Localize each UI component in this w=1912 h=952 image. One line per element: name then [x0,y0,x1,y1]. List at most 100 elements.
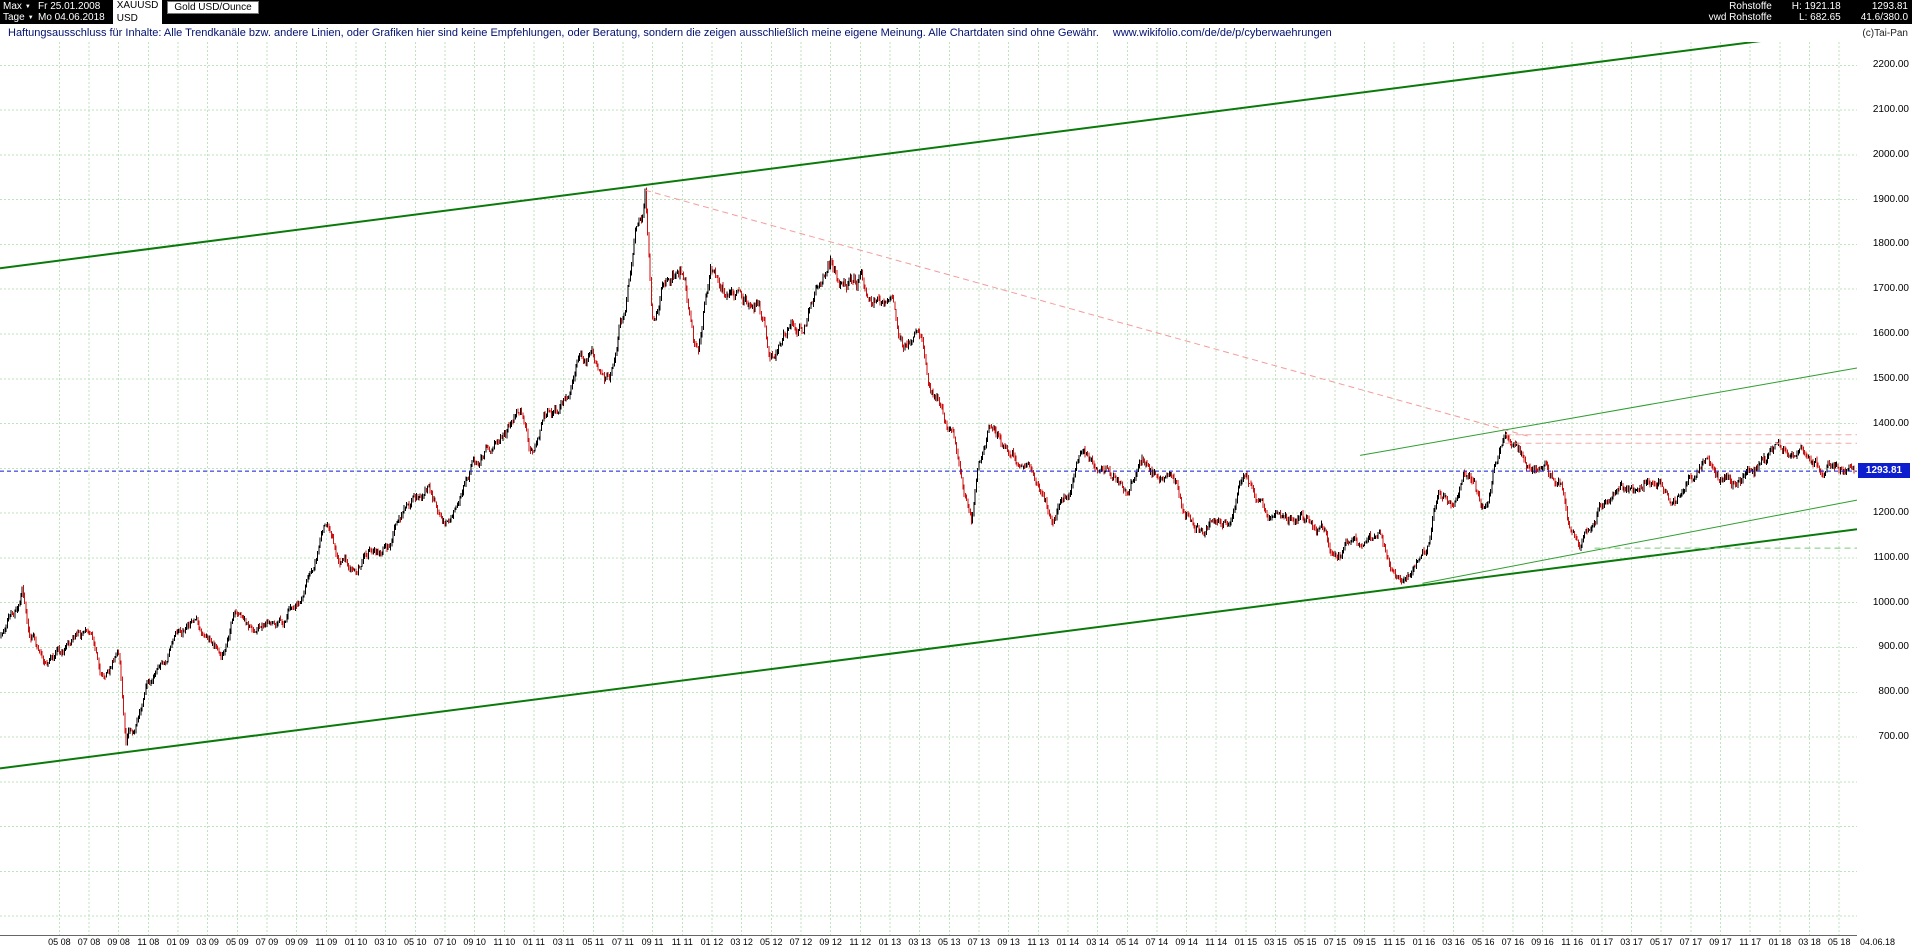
date-axis-label: 03 09 [196,937,219,947]
range-selector-label: Max [3,1,22,12]
minor-uptrend-lower-line[interactable] [1422,499,1857,584]
date-axis-label: 09 09 [285,937,308,947]
price-axis-label: 700.00 [1878,731,1909,743]
date-axis-label: 05 14 [1115,937,1139,947]
date-axis-label: 09 13 [997,937,1020,947]
channel-lower-line[interactable] [0,528,1857,770]
date-axis-label: 01 16 [1412,937,1436,947]
price-axis-label: 1100.00 [1873,551,1909,563]
date-axis-label: 09 15 [1353,937,1376,947]
date-axis-label: 11 11 [671,937,693,947]
date-axis-label: 01 14 [1056,937,1080,947]
date-axis-label: 05 12 [760,937,783,947]
chevron-down-icon: ▼ [27,14,34,21]
date-axis-label: 11 14 [1205,937,1228,947]
date-axis-label: 11 16 [1561,937,1584,947]
date-axis-label: 05 10 [404,937,427,947]
date-axis-label: 01 13 [878,937,902,947]
last-price-badge: 1293.81 [1858,463,1910,479]
top-bar: Max ▼ Fr 25.01.2008 Tage ▼ Mo 04.06.2018… [0,0,1912,24]
date-axis-label: 11 08 [137,937,160,947]
date-axis-label: 05 18 [1827,937,1851,947]
range-selector[interactable]: Max ▼ [3,1,33,12]
price-axis-label: 2100.00 [1872,104,1909,116]
date-axis-label: 07 15 [1323,937,1347,947]
date-axis-label: 07 16 [1501,937,1525,947]
date-axis-label: 05 08 [48,937,71,947]
price-axis-label: 2200.00 [1872,59,1909,71]
candles-layer [0,187,1855,746]
time-axis[interactable]: 05 08 07 08 09 08 11 08 01 09 03 09 05 09 07 09… [0,937,1912,952]
date-axis-label: 07 14 [1145,937,1169,947]
disclaimer-link: www.wikifolio.com/de/de/p/cyberwaehrunge… [1112,27,1332,39]
date-axis-label: 01 10 [344,937,368,947]
symbol-box[interactable]: XAUUSD USD [112,0,163,24]
minor-uptrend-upper-line[interactable] [1360,367,1857,456]
feed-label: vwd Rohstoffe [1708,12,1772,23]
date-axis-label: 07 12 [789,937,813,947]
interval-selector[interactable]: Tage ▼ [3,12,34,23]
date-axis-label: 11 12 [849,937,872,947]
date-axis-label: 03 12 [730,937,753,947]
grid-layer [0,42,1857,935]
low-value: L: 682.65 [1799,12,1841,23]
date-axis-label: 09 14 [1175,937,1198,947]
date-axis-label: 03 15 [1264,937,1287,947]
date-axis-label: 07 17 [1679,937,1703,947]
date-axis-label: 01 18 [1768,937,1792,947]
date-axis-label: 01 12 [700,937,724,947]
price-axis-label: 1900.00 [1872,193,1909,205]
date-axis-label: 05 17 [1649,937,1673,947]
date-axis-label: 05 09 [226,937,249,947]
date-axis-label: 03 11 [552,937,575,947]
copyright-label: (c)Tai-Pan [1862,27,1908,39]
price-axis-label: 1700.00 [1872,283,1909,295]
date-axis-label: 03 16 [1442,937,1465,947]
chevron-down-icon: ▼ [24,3,31,10]
range-start-date: Fr 25.01.2008 [38,1,101,12]
date-axis-label: 01 15 [1234,937,1258,947]
date-axis-label: 03 17 [1620,937,1643,947]
chart-plot[interactable] [0,42,1857,935]
date-axis-label: 03 13 [908,937,931,947]
symbol-code: XAUUSD [116,0,159,11]
trendlines-layer[interactable] [0,42,1857,770]
date-axis-label: 11 17 [1739,937,1762,947]
price-axis[interactable]: 700.00 800.00 900.00 1000.00 1100.00 1200.00 1… [1857,42,1912,935]
last-price-value: 1293.81 [1871,1,1908,12]
date-axis-label: 09 08 [107,937,130,947]
disclaimer-text: Haftungsausschluss für Inhalte: Alle Tre… [8,27,1099,39]
date-axis-label: 11 10 [493,937,516,947]
price-axis-label: 800.00 [1878,686,1909,698]
interval-selector-label: Tage [3,12,25,23]
date-axis-label: 07 08 [77,937,101,947]
channel-upper-line[interactable] [0,42,1857,270]
stat-value: 41.6/380.0 [1860,12,1908,23]
date-axis-label: 07 10 [433,937,457,947]
date-axis-label: 07 11 [612,937,634,947]
time-axis-line [0,935,1857,936]
instrument-title: Gold USD/Ounce [167,1,259,14]
downtrend-2011-line[interactable] [645,189,1528,437]
price-axis-label: 2000.00 [1872,148,1909,160]
high-value: H: 1921.18 [1791,1,1841,12]
range-end-date: Mo 04.06.2018 [38,12,105,23]
date-axis-label: 09 17 [1709,937,1732,947]
price-axis-label: 1200.00 [1872,507,1909,519]
price-axis-label: 1500.00 [1872,372,1909,384]
date-axis-label: 03 18 [1798,937,1821,947]
date-axis-label: 01 17 [1590,937,1614,947]
date-axis-label: 01 09 [166,937,190,947]
price-axis-label: 1000.00 [1872,596,1909,608]
symbol-currency: USD [116,13,138,24]
date-axis-label: 03 10 [374,937,397,947]
date-axis-label: 09 16 [1531,937,1554,947]
date-axis-label: 01 11 [523,937,545,947]
date-axis-label: 11 15 [1383,937,1406,947]
price-axis-label: 1400.00 [1872,417,1909,429]
last-date-label: 04.06.18 [1860,937,1896,947]
date-axis-label: 09 11 [641,937,664,947]
date-axis-label: 03 14 [1086,937,1109,947]
quote-stats: Rohstoffe H: 1921.18 1293.81 vwd Rohstof… [1709,0,1912,24]
date-axis-label: 05 16 [1471,937,1495,947]
